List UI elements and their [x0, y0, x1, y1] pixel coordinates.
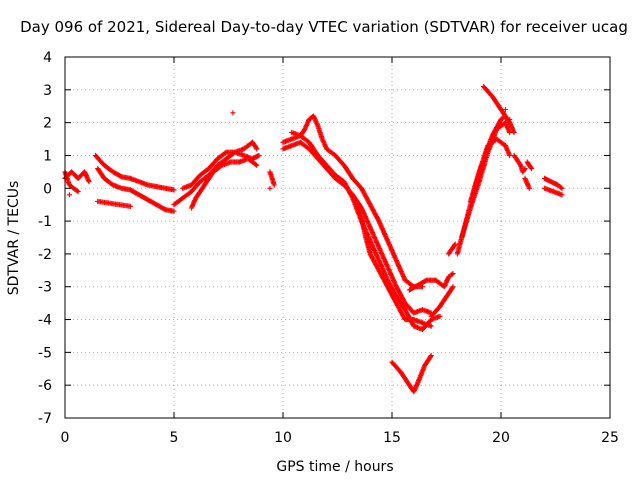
x-axis-label: GPS time / hours: [276, 459, 393, 475]
y-tick-label: 2: [43, 116, 52, 132]
x-tick-label: 5: [170, 430, 179, 446]
y-tick-label: -3: [38, 280, 52, 296]
axis-ticks: 0 5 10 15 20 25 -7 -6 -5 -4 -3 -2 -1 0 1 2 3 4: [38, 50, 619, 446]
y-tick-label: -7: [38, 411, 52, 427]
chart-title: Day 096 of 2021, Sidereal Day-to-day VTE…: [20, 18, 628, 36]
y-tick-label: 0: [43, 181, 52, 197]
y-tick-label: 1: [43, 148, 52, 164]
x-tick-label: 0: [61, 430, 70, 446]
x-tick-label: 20: [492, 430, 510, 446]
grid-lines: [65, 57, 610, 418]
y-tick-label: 4: [43, 50, 52, 66]
y-tick-label: -6: [38, 378, 52, 394]
x-tick-label: 25: [601, 430, 619, 446]
y-tick-label: -5: [38, 345, 52, 361]
x-tick-label: 10: [274, 430, 292, 446]
y-tick-label: -2: [38, 247, 52, 263]
y-tick-label: 3: [43, 83, 52, 99]
y-axis-label: SDTVAR / TECUs: [6, 181, 22, 296]
plot-frame: [64, 56, 611, 419]
y-tick-label: -4: [38, 313, 52, 329]
x-tick-label: 15: [383, 430, 401, 446]
data-points: [62, 83, 565, 395]
y-tick-label: -1: [38, 214, 52, 230]
sdtvar-points: [62, 83, 565, 395]
